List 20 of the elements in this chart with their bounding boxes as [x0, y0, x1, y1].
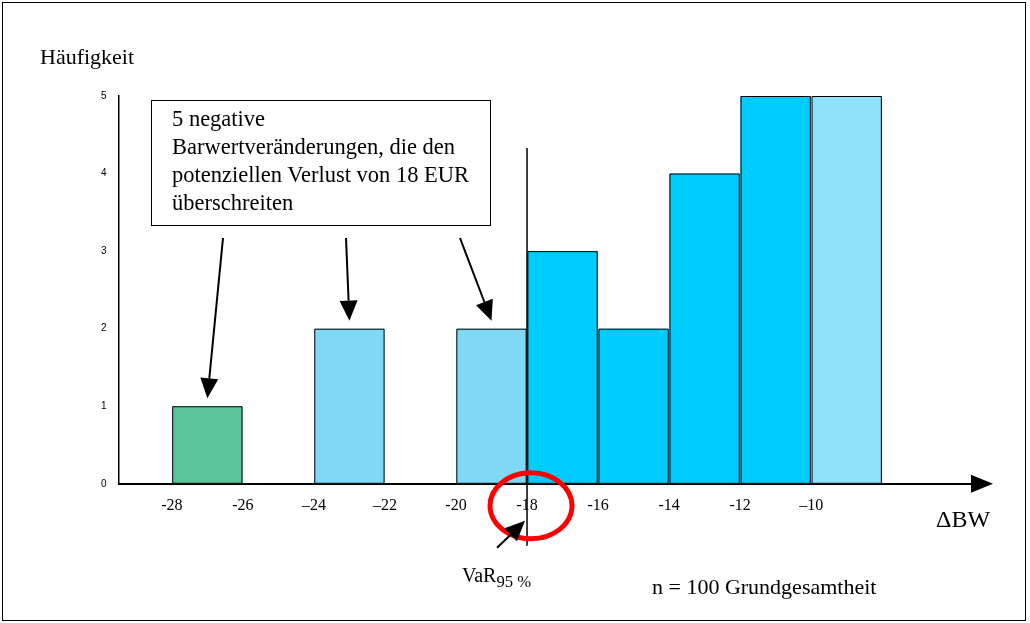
x-tick-label: -16 [587, 495, 609, 513]
y-tick-label: 5 [101, 89, 107, 101]
annotation: 5 negative Barwertveränderungen, die den potenziellen Verlust von 18 EUR überschreiten [151, 100, 491, 226]
x-tick-label: -20 [445, 495, 467, 513]
text: n = 100 Grundgesamtheit [652, 574, 877, 600]
x-tick-label: -28 [161, 495, 183, 513]
y-tick-label: 0 [101, 477, 107, 489]
y-tick-label: 2 [101, 322, 107, 334]
x-tick-label: -26 [232, 495, 254, 513]
x-tick-label: –10 [798, 495, 824, 513]
x-axis-title: ΔBW [936, 505, 991, 533]
y-tick-label: 1 [101, 399, 107, 411]
x-tick-label: –24 [300, 495, 326, 513]
x-tick-label: -12 [729, 495, 751, 513]
y-axis-title: Häufigkeit [40, 44, 135, 70]
x-tick-label: -14 [658, 495, 680, 513]
y-tick-label: 4 [101, 167, 107, 179]
y-tick-label: 3 [101, 244, 107, 256]
x-tick-label: –22 [371, 495, 397, 513]
text: VaR$_{95 %}$ [462, 563, 532, 592]
